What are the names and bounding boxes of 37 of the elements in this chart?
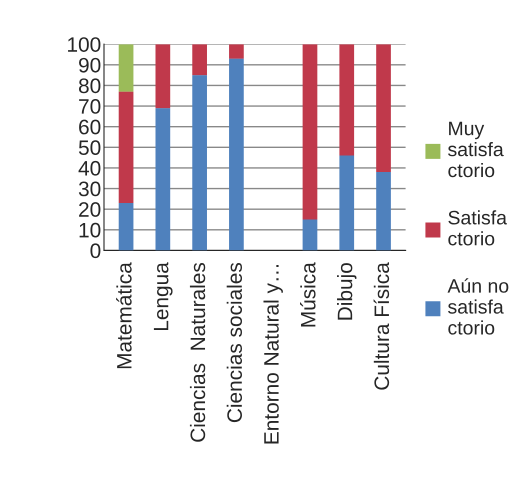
x-tick-label: Ciencias Naturales <box>190 262 206 442</box>
bar <box>118 202 134 250</box>
bar <box>376 44 391 172</box>
x-tick-label: Matemática <box>116 262 132 368</box>
bar <box>229 44 244 59</box>
bar <box>192 75 207 250</box>
x-tick-label: Música <box>300 262 316 326</box>
y-tick-label: 20 <box>79 202 100 217</box>
y-tick-label: 50 <box>78 140 100 156</box>
y-tick-label: 70 <box>79 99 100 114</box>
legend-label: Muy satisfa ctorio <box>448 122 504 178</box>
legend-label: Satisfa ctorio <box>448 210 507 246</box>
bar <box>118 92 134 203</box>
bar <box>192 44 207 76</box>
bar <box>302 44 318 220</box>
bar <box>339 156 354 250</box>
bar <box>229 58 244 250</box>
x-tick-label: Lengua <box>154 262 173 330</box>
x-tick-label: Cultura Física <box>374 262 390 390</box>
y-tick-label: 40 <box>78 160 100 176</box>
y-tick-label: 80 <box>78 78 100 94</box>
y-tick-label: 90 <box>79 58 100 73</box>
bar <box>302 219 318 250</box>
y-tick-label: 60 <box>79 120 100 134</box>
y-tick-label: 30 <box>78 182 100 196</box>
bar <box>376 172 391 250</box>
bar <box>339 44 354 156</box>
x-tick-label: Entorno Natural y… <box>263 265 283 444</box>
x-tick-label: Dibujo <box>337 263 356 320</box>
y-tick-label: 0 <box>90 243 100 258</box>
bar <box>118 44 134 92</box>
bar <box>155 44 170 108</box>
y-tick-label: 10 <box>80 222 100 238</box>
legend-label: Aún no satisfa ctorio <box>448 278 508 335</box>
bar <box>155 108 170 250</box>
x-tick-label: Ciencias sociales <box>226 262 242 422</box>
y-tick-label: 100 <box>68 37 100 52</box>
